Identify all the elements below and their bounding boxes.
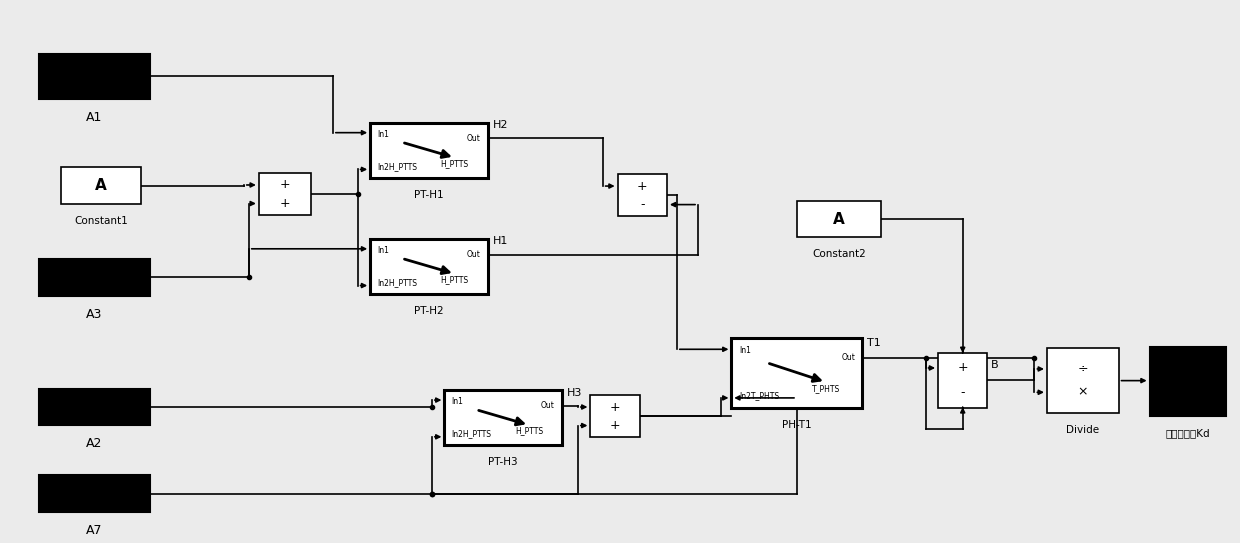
Text: Constant1: Constant1 (74, 216, 128, 226)
Text: +: + (637, 180, 647, 193)
Text: 惧性区增益Kd: 惧性区增益Kd (1166, 428, 1210, 438)
Text: +: + (957, 362, 968, 375)
Bar (732, 338, 863, 408)
Text: Out: Out (841, 353, 856, 362)
Text: H_PTTS: H_PTTS (440, 159, 469, 168)
Bar (38, 54, 150, 99)
Bar (259, 173, 311, 216)
Text: PT-H3: PT-H3 (489, 457, 518, 468)
Text: Out: Out (541, 401, 554, 411)
Text: In2H_PTTS: In2H_PTTS (377, 162, 418, 171)
Text: In2H_PTTS: In2H_PTTS (377, 278, 418, 287)
Bar (1047, 348, 1118, 413)
Bar (797, 201, 882, 237)
Text: In1: In1 (739, 345, 750, 355)
Text: +: + (610, 401, 620, 414)
Text: -: - (961, 386, 965, 399)
Text: A3: A3 (86, 308, 103, 321)
Text: +: + (610, 419, 620, 432)
Text: PH-T1: PH-T1 (782, 420, 812, 430)
Text: -: - (640, 198, 645, 211)
Bar (444, 390, 562, 445)
Bar (590, 395, 640, 437)
Bar (38, 259, 150, 296)
Text: Constant2: Constant2 (812, 249, 866, 260)
Bar (38, 475, 150, 512)
Text: ÷: ÷ (1078, 363, 1087, 375)
Bar (370, 239, 487, 294)
Text: B: B (991, 361, 998, 370)
Text: In2H_PTTS: In2H_PTTS (451, 430, 492, 438)
Text: H2: H2 (492, 120, 508, 130)
Text: Divide: Divide (1066, 425, 1100, 435)
Text: H3: H3 (567, 388, 582, 397)
Text: In1: In1 (377, 246, 389, 255)
Text: ×: × (1078, 386, 1087, 399)
Text: In1: In1 (451, 397, 464, 406)
Text: In1: In1 (377, 130, 389, 139)
Bar (618, 174, 667, 217)
Text: T_PHTS: T_PHTS (812, 384, 839, 394)
Text: H_PTTS: H_PTTS (440, 275, 469, 284)
Text: +: + (279, 197, 290, 210)
Text: PT-H1: PT-H1 (414, 190, 444, 200)
Text: Out: Out (466, 134, 480, 143)
Text: A1: A1 (86, 111, 103, 123)
Text: A: A (95, 178, 107, 193)
Text: H_PTTS: H_PTTS (515, 426, 543, 435)
Text: A7: A7 (86, 524, 103, 537)
Bar (61, 167, 141, 204)
Text: Out: Out (466, 250, 480, 259)
Text: T1: T1 (868, 338, 882, 348)
Bar (370, 123, 487, 178)
Text: +: + (279, 179, 290, 192)
Text: A: A (833, 212, 844, 226)
Bar (38, 389, 150, 426)
Bar (937, 352, 987, 408)
Text: H1: H1 (492, 236, 508, 247)
Text: A2: A2 (86, 437, 103, 450)
Text: PT-H2: PT-H2 (414, 306, 444, 316)
Text: In2T_PHTS: In2T_PHTS (739, 392, 779, 401)
Bar (1149, 347, 1226, 416)
